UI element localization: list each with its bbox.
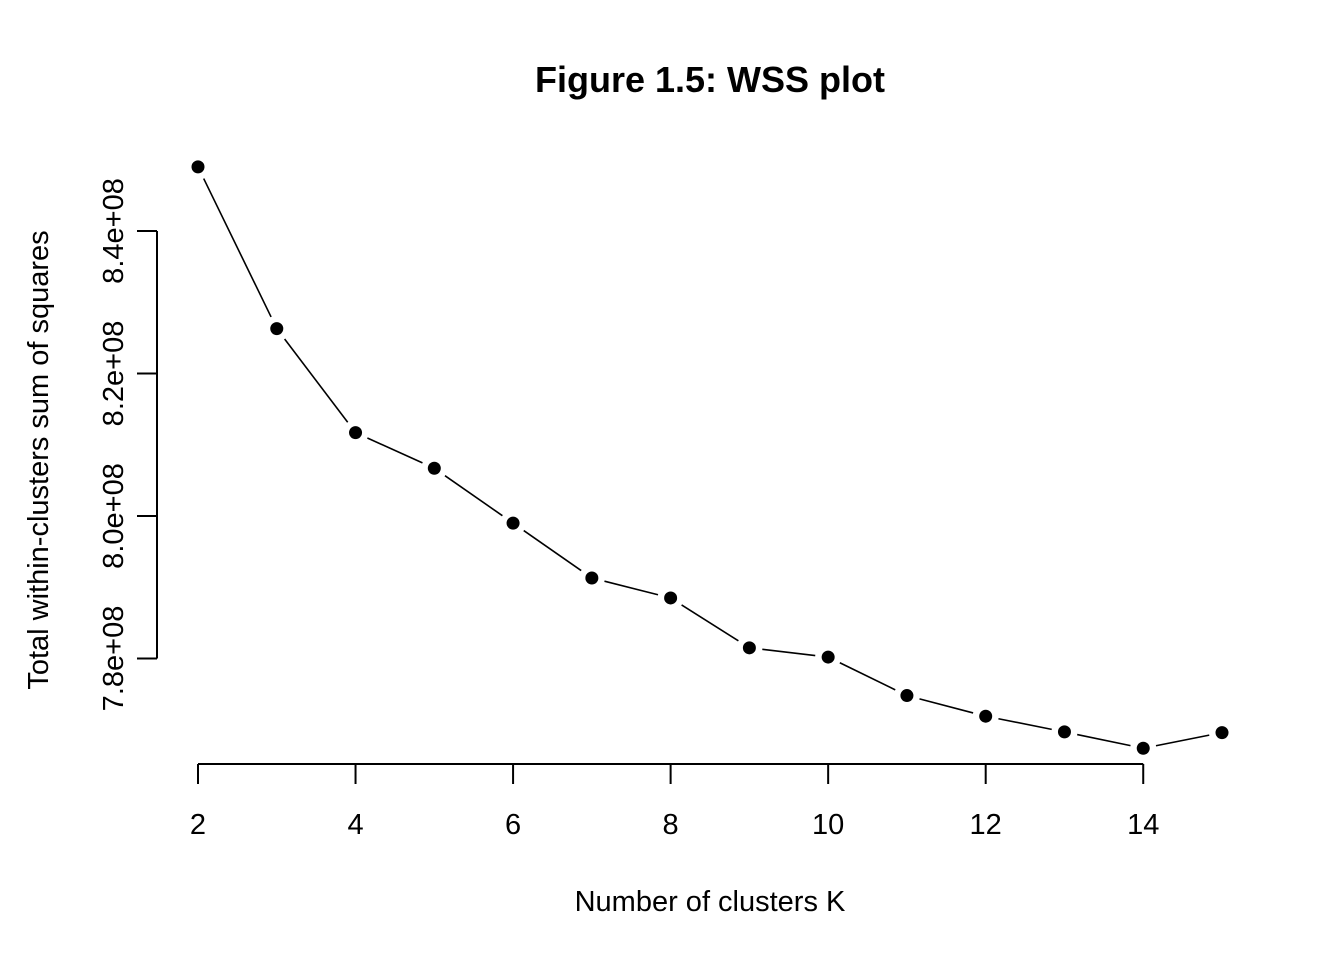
data-point <box>585 571 599 585</box>
x-tick-label: 12 <box>970 809 1002 841</box>
x-tick-label: 4 <box>347 809 363 841</box>
data-point <box>191 160 205 174</box>
series-line-segment <box>1155 734 1210 747</box>
series-line-segment <box>1077 733 1131 747</box>
data-point <box>664 591 678 605</box>
data-point <box>979 709 993 723</box>
data-point <box>506 516 520 530</box>
y-tick-label: 7.8e+08 <box>98 606 130 712</box>
x-tick-label: 10 <box>812 809 844 841</box>
plot-area <box>191 160 1229 755</box>
x-tick-label: 2 <box>190 809 206 841</box>
data-point <box>742 641 756 655</box>
series-line-segment <box>998 717 1052 731</box>
data-point <box>349 426 363 440</box>
series-line-segment <box>839 662 896 691</box>
series-line-segment <box>283 338 349 423</box>
data-point <box>270 322 284 336</box>
series-line-segment <box>444 475 503 517</box>
x-tick-label: 6 <box>505 809 521 841</box>
data-point <box>821 650 835 664</box>
x-axis-label: Number of clusters K <box>575 886 846 918</box>
x-tick-label: 14 <box>1127 809 1159 841</box>
data-point <box>1215 726 1229 740</box>
series-line-segment <box>919 698 974 714</box>
series-line-segment <box>202 178 272 318</box>
y-tick-label: 8.4e+08 <box>98 178 130 284</box>
y-axis: 7.8e+08 8.0e+08 8.2e+08 8.4e+08 <box>98 178 158 712</box>
y-tick-label: 8.2e+08 <box>98 321 130 427</box>
series-line-segment <box>762 648 816 657</box>
data-point <box>427 461 441 475</box>
data-point <box>1057 725 1071 739</box>
x-axis: 2 4 6 8 10 12 14 <box>190 763 1159 841</box>
y-tick-label: 8.0e+08 <box>98 463 130 569</box>
x-tick-label: 8 <box>663 809 679 841</box>
y-axis-label: Total within-clusters sum of squares <box>23 230 55 689</box>
series-line-segment <box>681 604 739 642</box>
chart-title: Figure 1.5: WSS plot <box>535 59 885 100</box>
series-line-segment <box>523 529 582 572</box>
series-line-segment <box>604 580 659 596</box>
series-line-segment <box>367 437 423 464</box>
data-point <box>1136 741 1150 755</box>
data-point <box>900 689 914 703</box>
